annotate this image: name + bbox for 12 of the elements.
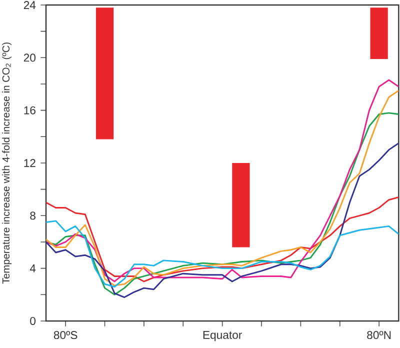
line-series <box>46 142 399 298</box>
y-axis-title: Temperature increase with 4-fold increase in CO$_{2}$ (ºC) <box>2 42 12 284</box>
y-tick-label: 4 <box>30 264 36 272</box>
x-tick-label: 80ºS <box>54 331 78 340</box>
y-tick-label: 12 <box>24 159 36 167</box>
x-tick-label: 80ºN <box>367 331 391 340</box>
y-tick-label: 0 <box>30 316 36 325</box>
x-tick-label: Equator <box>203 331 242 342</box>
y-tick-label: 24 <box>24 1 36 9</box>
y-tick-label: 16 <box>24 106 36 114</box>
y-tick-label: 20 <box>24 54 36 62</box>
y-tick-label: 8 <box>30 212 36 220</box>
